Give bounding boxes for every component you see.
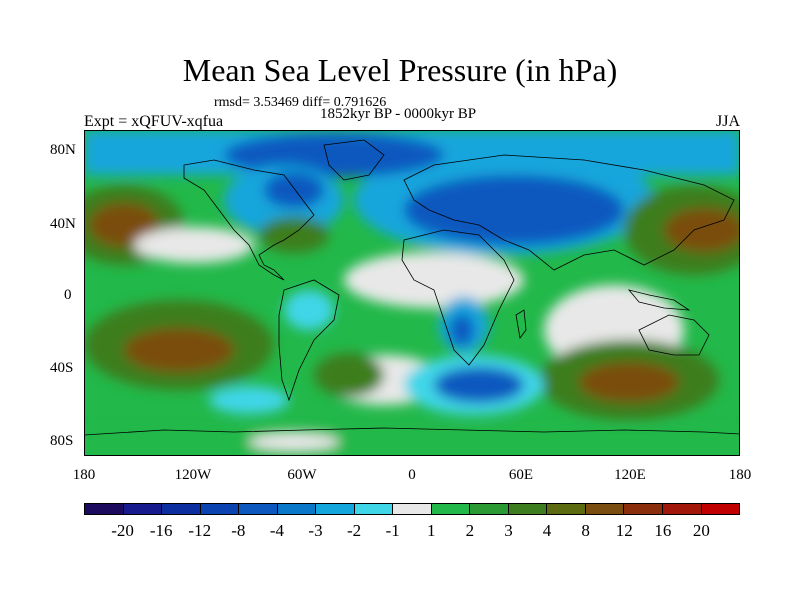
season-label: JJA: [716, 113, 741, 130]
colorbar-label: -4: [269, 521, 285, 540]
region-trop-grey-1: [134, 227, 254, 263]
rmsd-diff-stats: rmsd= 3.53469 diff= 0.791626: [214, 95, 387, 110]
colorbar-swatch: [662, 504, 702, 514]
colorbar-swatch: [470, 504, 509, 514]
pressure-map: [84, 130, 740, 456]
region-spac-high-core: [124, 328, 234, 372]
colorbar-swatch: [547, 504, 586, 514]
colorbar-swatch: [354, 504, 394, 514]
colorbar-swatch: [393, 504, 432, 514]
y-label-0: 0: [64, 287, 72, 303]
colorbar-label: 16: [654, 521, 672, 540]
plot-title: Mean Sea Level Pressure (in hPa): [182, 52, 618, 88]
region-antarctic: [84, 428, 740, 456]
region-npac-high-core: [89, 203, 159, 247]
colorbar-label: -8: [231, 521, 246, 540]
y-label-80n: 80N: [50, 142, 76, 158]
coast-madagascar: [515, 309, 527, 339]
coast-antarctica: [84, 427, 740, 436]
x-label-60w: 60W: [287, 467, 317, 483]
colorbar-label: 20: [692, 521, 710, 540]
region-africa-low-core: [450, 314, 474, 346]
y-label-40s: 40S: [50, 360, 74, 376]
y-label-40n: 40N: [50, 216, 76, 232]
colorbar-label: -3: [308, 521, 323, 540]
x-label-120e: 120E: [614, 467, 646, 483]
colorbar: [84, 503, 740, 515]
time-period-label: 1852kyr BP - 0000kyr BP: [320, 106, 477, 122]
map-svg: [84, 130, 740, 456]
colorbar-swatch: [85, 504, 124, 514]
coastlines: [84, 139, 740, 436]
region-samer-low: [284, 290, 334, 330]
region-sao-low-core: [434, 367, 524, 403]
colorbar-swatch: [431, 504, 471, 514]
colorbar-label: -20: [111, 521, 134, 540]
region-eurasia-deep-low: [404, 175, 624, 245]
region-satl-high: [314, 353, 384, 397]
coast-australia: [638, 314, 710, 356]
colorbar-swatch: [701, 504, 740, 514]
x-label-180w: 180: [72, 467, 96, 483]
coast-north-america: [183, 159, 315, 281]
colorbar-label: 12: [615, 521, 633, 540]
colorbar-label: -16: [149, 521, 173, 540]
region-sindian-high-core: [579, 362, 679, 402]
x-label-120w: 120W: [174, 467, 212, 483]
colorbar-swatch: [200, 504, 240, 514]
colorbar-label: 8: [581, 521, 590, 540]
coast-greenland: [323, 139, 385, 181]
coast-south-america: [278, 279, 340, 402]
colorbar-label: 4: [542, 521, 552, 540]
region-sp-low: [209, 386, 289, 414]
colorbar-swatch: [162, 504, 201, 514]
colorbar-swatch: [239, 504, 278, 514]
region-na-core: [264, 172, 324, 208]
colorbar-label: 1: [427, 521, 436, 540]
colorbar-label: -12: [188, 521, 212, 540]
x-label-0: 0: [408, 467, 416, 483]
colorbar-label: 3: [504, 521, 513, 540]
experiment-label: Expt = xQFUV-xqfua: [84, 113, 224, 130]
x-label-60e: 60E: [508, 467, 534, 483]
colorbar-label: -2: [347, 521, 362, 540]
region-trop-grey-2: [344, 252, 524, 308]
coast-europe-asia: [403, 154, 735, 271]
y-label-80s: 80S: [50, 433, 74, 449]
colorbar-swatch: [508, 504, 548, 514]
colorbar-swatch: [316, 504, 355, 514]
colorbar-label: 2: [465, 521, 475, 540]
coast-africa: [401, 229, 515, 366]
colorbar-swatch: [624, 504, 663, 514]
colorbar-label: -1: [385, 521, 400, 540]
region-antarctic-grey: [249, 433, 339, 451]
coast-maritime-continent: [627, 289, 691, 311]
colorbar-swatch: [277, 504, 317, 514]
colorbar-swatch: [585, 504, 625, 514]
colorbar-swatch: [123, 504, 163, 514]
x-label-180e: 180: [728, 467, 752, 483]
